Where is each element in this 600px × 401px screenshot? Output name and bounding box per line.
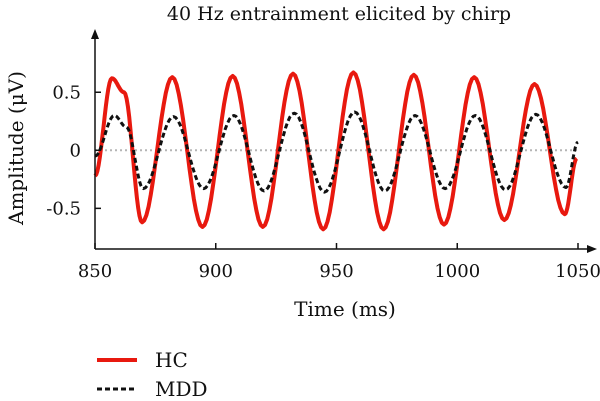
legend: HC MDD bbox=[97, 348, 208, 401]
y-tick-label: -0.5 bbox=[46, 198, 81, 219]
chart-title: 40 Hz entrainment elicited by chirp bbox=[167, 3, 511, 25]
series-line-mdd bbox=[94, 110, 579, 194]
x-tick-label: 1050 bbox=[555, 261, 600, 282]
x-ticks: 850 900 950 1000 1050 bbox=[78, 243, 600, 282]
legend-item-mdd: MDD bbox=[97, 377, 208, 401]
series-line-hc bbox=[93, 70, 579, 232]
plot-area bbox=[93, 70, 579, 232]
y-ticks: 0.5 0 -0.5 bbox=[46, 82, 101, 219]
x-axis-label: Time (ms) bbox=[294, 297, 396, 321]
x-tick-label: 1000 bbox=[434, 261, 480, 282]
y-axis-label: Amplitude (μV) bbox=[4, 71, 28, 226]
x-tick-label: 950 bbox=[319, 261, 353, 282]
legend-label-mdd: MDD bbox=[155, 377, 208, 401]
y-tick-label: 0 bbox=[70, 140, 81, 161]
y-tick-label: 0.5 bbox=[52, 82, 81, 103]
x-tick-label: 850 bbox=[78, 261, 112, 282]
legend-label-hc: HC bbox=[155, 348, 188, 372]
x-tick-label: 900 bbox=[199, 261, 233, 282]
legend-item-hc: HC bbox=[97, 348, 188, 372]
